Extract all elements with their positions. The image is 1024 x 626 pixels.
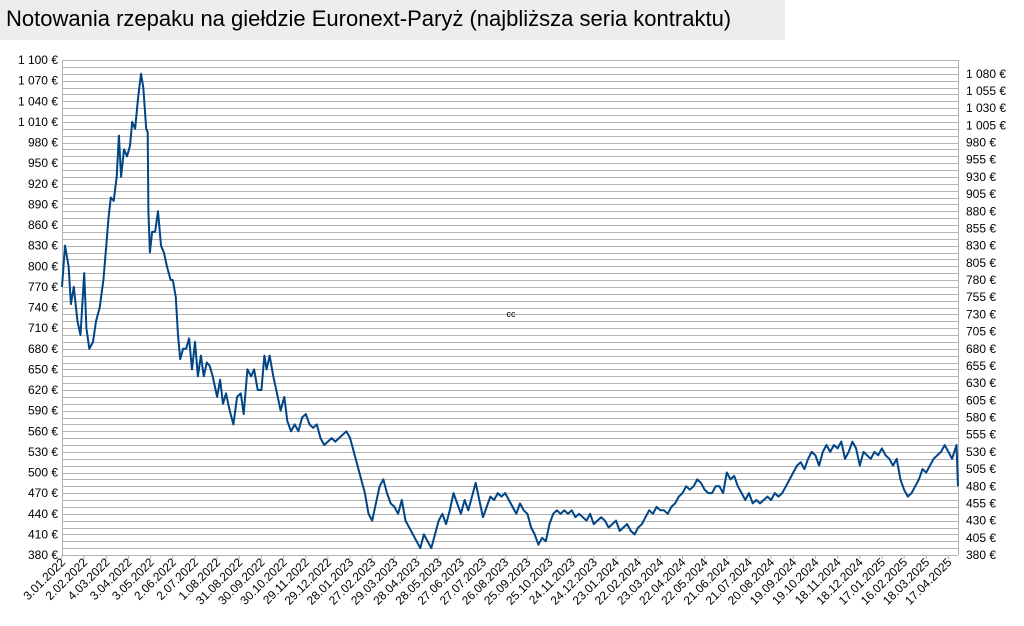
right-y-tick-label: 905 € xyxy=(966,187,996,201)
right-y-tick-label: 480 € xyxy=(966,479,996,493)
left-y-tick-label: 1 010 € xyxy=(18,115,58,129)
right-y-tick-label: 955 € xyxy=(966,153,996,167)
left-y-tick-label: 1 040 € xyxy=(18,94,58,108)
price-series-line xyxy=(61,72,959,550)
right-y-tick-label: 1 080 € xyxy=(966,67,1006,81)
right-y-tick-label: 1 055 € xyxy=(966,84,1006,98)
gridlines xyxy=(62,60,959,556)
right-y-tick-label: 1 005 € xyxy=(966,118,1006,132)
left-y-axis: 380 € 410 € 440 € 470 € 500 € 530 € 560 € 590 €… xyxy=(18,53,58,562)
left-y-tick-label: 950 € xyxy=(28,156,58,170)
right-y-tick-label: 430 € xyxy=(966,514,996,528)
right-y-tick-label: 980 € xyxy=(966,136,996,150)
right-y-tick-label: 830 € xyxy=(966,239,996,253)
left-y-tick-label: 470 € xyxy=(28,486,58,500)
right-y-tick-label: 930 € xyxy=(966,170,996,184)
left-y-tick-label: 650 € xyxy=(28,362,58,376)
left-y-tick-label: 560 € xyxy=(28,424,58,438)
right-y-tick-label: 630 € xyxy=(966,376,996,390)
right-y-tick-label: 855 € xyxy=(966,221,996,235)
right-y-tick-label: 605 € xyxy=(966,393,996,407)
left-y-tick-label: 770 € xyxy=(28,280,58,294)
right-y-tick-label: 780 € xyxy=(966,273,996,287)
right-y-tick-label: 805 € xyxy=(966,256,996,270)
right-y-tick-label: 405 € xyxy=(966,531,996,545)
left-y-tick-label: 890 € xyxy=(28,197,58,211)
left-y-tick-label: 410 € xyxy=(28,527,58,541)
left-y-tick-label: 980 € xyxy=(28,136,58,150)
right-y-tick-label: 655 € xyxy=(966,359,996,373)
left-y-tick-label: 860 € xyxy=(28,218,58,232)
left-y-tick-label: 440 € xyxy=(28,507,58,521)
left-y-tick-label: 620 € xyxy=(28,383,58,397)
left-y-tick-label: 800 € xyxy=(28,259,58,273)
right-y-tick-label: 705 € xyxy=(966,325,996,339)
chart-annotation: cc xyxy=(507,309,517,319)
left-y-tick-label: 740 € xyxy=(28,301,58,315)
right-y-tick-label: 755 € xyxy=(966,290,996,304)
left-y-tick-label: 380 € xyxy=(28,548,58,562)
left-y-tick-label: 1 100 € xyxy=(18,53,58,67)
left-y-tick-label: 590 € xyxy=(28,404,58,418)
x-axis: 3.01.20222.02.20224.03.20223.04.20223.05… xyxy=(20,555,954,608)
left-y-tick-label: 1 070 € xyxy=(18,74,58,88)
left-y-tick-label: 710 € xyxy=(28,321,58,335)
right-y-tick-label: 880 € xyxy=(966,204,996,218)
chart-title: Notowania rzepaku na giełdzie Euronext-P… xyxy=(6,6,732,31)
right-y-tick-label: 680 € xyxy=(966,342,996,356)
left-y-tick-label: 500 € xyxy=(28,466,58,480)
right-y-tick-label: 730 € xyxy=(966,307,996,321)
right-y-tick-label: 580 € xyxy=(966,411,996,425)
left-y-tick-label: 530 € xyxy=(28,445,58,459)
series-layer xyxy=(61,72,959,550)
chart-title-background: Notowania rzepaku na giełdzie Euronext-P… xyxy=(0,0,785,40)
left-y-tick-label: 830 € xyxy=(28,239,58,253)
right-y-tick-label: 380 € xyxy=(966,548,996,562)
left-y-tick-label: 920 € xyxy=(28,177,58,191)
right-y-tick-label: 555 € xyxy=(966,428,996,442)
right-y-tick-label: 455 € xyxy=(966,496,996,510)
left-y-tick-label: 680 € xyxy=(28,342,58,356)
right-y-tick-label: 530 € xyxy=(966,445,996,459)
right-y-tick-label: 1 030 € xyxy=(966,101,1006,115)
right-y-axis: 380 € 405 € 430 € 455 € 480 € 505 € 530 € 555 €… xyxy=(966,67,1006,562)
right-y-tick-label: 505 € xyxy=(966,462,996,476)
